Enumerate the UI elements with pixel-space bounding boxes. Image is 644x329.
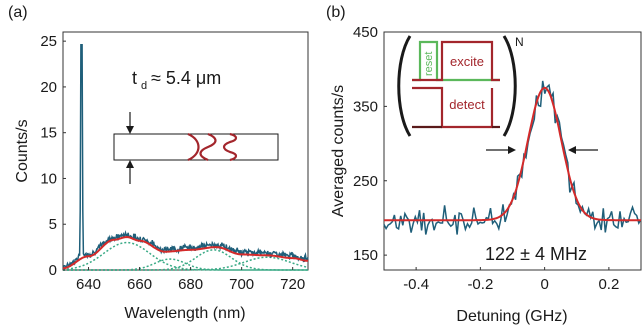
y-tick-label: 150 bbox=[353, 247, 378, 264]
fit-line bbox=[62, 235, 308, 270]
panel-b-label: (b) bbox=[326, 4, 346, 21]
annotation-subscript-d: d bbox=[141, 80, 147, 92]
fwhm-label-background bbox=[461, 240, 611, 266]
excite-label: excite bbox=[450, 54, 484, 69]
x-tick-label: 0.2 bbox=[598, 276, 619, 293]
pulse-sequence-inset: N reset excite detect bbox=[396, 35, 524, 138]
fwhm-arrows bbox=[486, 146, 598, 154]
x-tick-label: -0.2 bbox=[467, 276, 493, 293]
panel-b-x-ticks: -0.4 -0.2 0 0.2 bbox=[403, 267, 619, 293]
thickness-arrow-bottom-head bbox=[126, 160, 134, 168]
gaussian-fit-line bbox=[384, 86, 641, 222]
panel-a-y-axis-label: Counts/s bbox=[14, 119, 31, 182]
fwhm-arrow-left-head bbox=[508, 146, 516, 154]
y-tick-label: 0 bbox=[49, 262, 57, 279]
panel-b-fit-curve bbox=[384, 86, 641, 222]
x-tick-label: 660 bbox=[127, 276, 152, 293]
panel-b-y-ticks: 150 250 350 450 bbox=[353, 24, 387, 264]
x-tick-label: -0.4 bbox=[403, 276, 429, 293]
panel-a-label: (a) bbox=[8, 4, 28, 21]
panel-a-y-ticks: 0 5 10 15 20 25 bbox=[40, 33, 66, 279]
panel-b-x-axis-label: Detuning (GHz) bbox=[456, 308, 567, 325]
thickness-arrow-top-head bbox=[126, 126, 134, 134]
mode-profile-3 bbox=[222, 132, 238, 162]
gaussian-component-3 bbox=[63, 249, 308, 271]
x-tick-label: 720 bbox=[280, 276, 305, 293]
y-tick-label: 20 bbox=[40, 79, 57, 96]
y-tick-label: 15 bbox=[40, 125, 57, 142]
panel-a-x-ticks: 640 660 680 700 720 bbox=[76, 267, 305, 293]
panel-b: (b) -0.4 -0.2 0 0.2 150 250 350 450 Detuning (… bbox=[326, 4, 642, 325]
fwhm-label: 122 ± 4 MHz bbox=[485, 244, 587, 264]
panel-a-gaussian-components bbox=[62, 241, 309, 271]
x-tick-label: 640 bbox=[76, 276, 101, 293]
membrane-rectangle bbox=[113, 133, 279, 161]
y-tick-label: 350 bbox=[353, 98, 378, 115]
reset-label: reset bbox=[423, 52, 435, 76]
inset-superscript-n: N bbox=[515, 35, 524, 49]
inset-left-parenthesis bbox=[397, 35, 412, 137]
x-tick-label: 0 bbox=[540, 276, 548, 293]
fwhm-arrow-right-head bbox=[568, 146, 576, 154]
gaussian-component-4 bbox=[63, 256, 309, 271]
y-tick-label: 5 bbox=[49, 216, 57, 233]
mode-profile-1 bbox=[187, 132, 200, 162]
x-tick-label: 680 bbox=[178, 276, 203, 293]
detect-label: detect bbox=[449, 97, 485, 112]
membrane-schematic bbox=[113, 112, 279, 184]
annotation-t: t bbox=[132, 68, 137, 88]
annotation-thickness-value: ≈ 5.4 μm bbox=[151, 68, 221, 88]
inset-right-parenthesis bbox=[502, 35, 517, 137]
panel-a-fit-curve bbox=[62, 235, 308, 270]
y-tick-label: 250 bbox=[353, 173, 378, 190]
gaussian-component-2 bbox=[63, 258, 308, 271]
x-tick-label: 700 bbox=[229, 276, 254, 293]
y-tick-label: 450 bbox=[353, 24, 378, 41]
panel-a-x-axis-label: Wavelength (nm) bbox=[124, 305, 245, 322]
mode-profile-2 bbox=[199, 132, 217, 162]
excite-pulse-line bbox=[412, 40, 500, 82]
panel-b-y-axis-label: Averaged counts/s bbox=[330, 85, 347, 217]
y-tick-label: 25 bbox=[40, 33, 57, 50]
panel-a: (a) 640 660 680 700 720 0 5 10 15 20 25 Wavelengt… bbox=[8, 4, 309, 322]
panel-b-plot-frame bbox=[383, 31, 642, 271]
panel-a-plot-frame bbox=[62, 31, 309, 271]
y-tick-label: 10 bbox=[40, 170, 57, 187]
